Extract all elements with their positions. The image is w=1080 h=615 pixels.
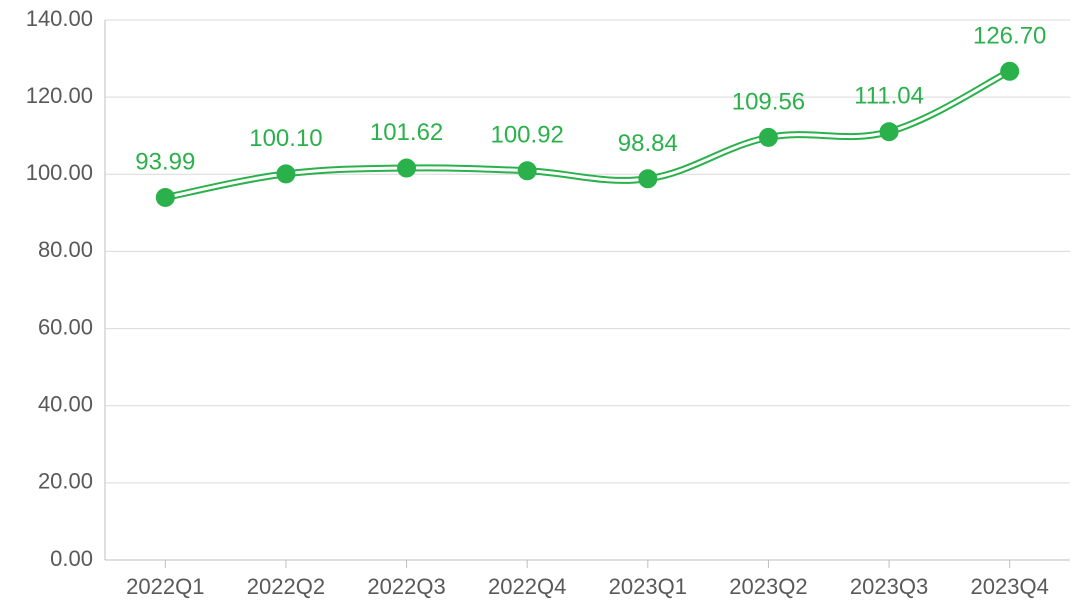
data-label: 100.10 (249, 125, 322, 152)
data-point (759, 128, 777, 146)
data-point (277, 165, 295, 183)
x-tick-label: 2023Q2 (729, 574, 807, 599)
x-tick-label: 2022Q4 (488, 574, 566, 599)
data-point (156, 188, 174, 206)
data-label: 126.70 (973, 22, 1046, 49)
data-point (639, 170, 657, 188)
x-tick-label: 2022Q3 (367, 574, 445, 599)
y-tick-label: 140.00 (26, 6, 93, 31)
data-point (880, 123, 898, 141)
data-point (518, 162, 536, 180)
data-label: 101.62 (370, 119, 443, 146)
data-label: 98.84 (618, 130, 678, 157)
x-tick-label: 2023Q1 (609, 574, 687, 599)
x-tick-label: 2023Q3 (850, 574, 928, 599)
data-point (398, 159, 416, 177)
y-tick-label: 40.00 (38, 392, 93, 417)
data-label: 111.04 (854, 83, 924, 110)
x-tick-label: 2022Q2 (247, 574, 325, 599)
line-chart: 0.00 20.00 40.00 60.00 80.00 100.00 120.00 140.… (0, 0, 1080, 615)
data-label: 109.56 (732, 88, 805, 115)
x-tick-label: 2023Q4 (971, 574, 1049, 599)
y-tick-label: 120.00 (26, 83, 93, 108)
y-tick-label: 0.00 (50, 546, 93, 571)
y-tick-label: 60.00 (38, 314, 93, 339)
data-label: 93.99 (135, 148, 195, 175)
y-tick-label: 20.00 (38, 469, 93, 494)
data-point (1001, 62, 1019, 80)
y-tick-label: 80.00 (38, 237, 93, 262)
x-tick-label: 2022Q1 (126, 574, 204, 599)
y-tick-label: 100.00 (26, 160, 93, 185)
data-label: 100.92 (490, 122, 563, 149)
